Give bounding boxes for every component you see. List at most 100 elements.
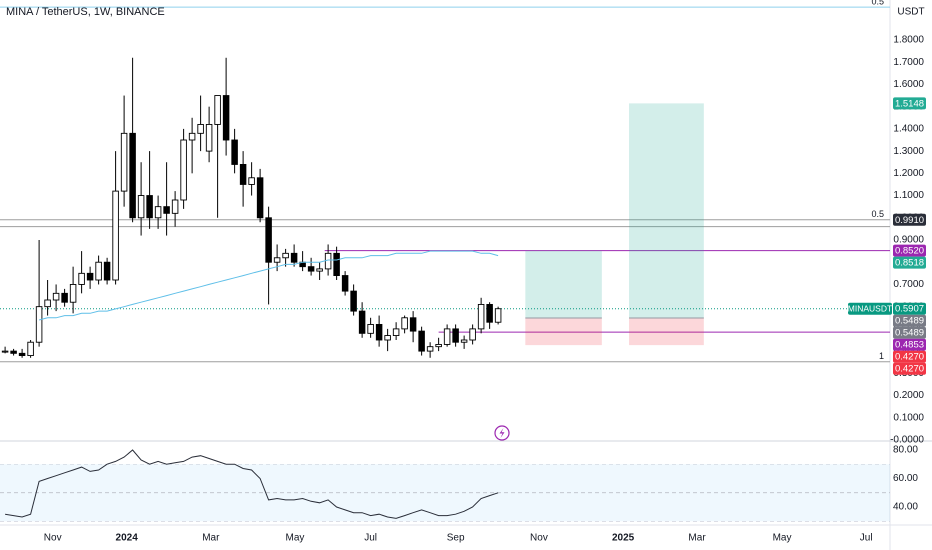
candle-body [35, 306, 43, 343]
candle-body [112, 190, 119, 281]
candle-body [239, 163, 247, 185]
price-tag-label: 0.8518 [895, 258, 924, 269]
candle-body [154, 206, 162, 219]
candle-body [188, 132, 196, 141]
candle-body [86, 272, 94, 281]
candle-body [282, 252, 289, 259]
candle-body [333, 252, 340, 277]
rsi-tick-label: 40.00 [893, 502, 918, 513]
price-tag-label: 0.4853 [895, 340, 924, 351]
rsi-tick-label: 80.00 [893, 445, 918, 456]
candle-body [486, 303, 493, 323]
loss-zone [525, 318, 602, 346]
candle-body [180, 139, 187, 201]
candle-body [95, 261, 102, 281]
candle-body [426, 346, 434, 352]
price-tick-label: 0.2000 [893, 390, 924, 401]
candle-body [435, 343, 442, 348]
candle-body [384, 335, 391, 341]
candle-body [1, 350, 9, 353]
candle-body [61, 292, 68, 303]
price-tag [893, 338, 926, 351]
candle-body [256, 177, 264, 219]
time-tick-label: Mar [202, 533, 220, 544]
price-tag-label: 0.9910 [895, 215, 924, 226]
price-tag [893, 97, 926, 110]
candle-body [324, 252, 332, 270]
price-tick-label: 0.7000 [893, 279, 924, 290]
price-tick-label: 1.6000 [893, 79, 924, 90]
price-tick-label: 1.3000 [893, 146, 924, 157]
price-tick-label: 1.2000 [893, 168, 924, 179]
time-tick-label: 2025 [612, 533, 635, 544]
time-tick-label: Jul [364, 533, 377, 544]
candle-body [469, 328, 476, 341]
candle-body [477, 303, 485, 330]
price-tick-label: 1.8000 [893, 35, 924, 46]
time-tick-label: May [286, 533, 305, 544]
symbol-tag-label: MINAUSDT [848, 303, 892, 313]
price-tick-label: 1.1000 [893, 190, 924, 201]
candle-body [197, 123, 204, 134]
level-label: 0.5 [871, 209, 884, 219]
candle-body [452, 328, 459, 343]
candle-body [10, 350, 17, 354]
price-tag [893, 350, 926, 363]
price-tag-label: 0.5489 [895, 328, 924, 339]
time-tick-label: Nov [530, 533, 548, 544]
price-tag [893, 244, 926, 257]
loss-zone [629, 318, 704, 346]
candle-body [418, 330, 425, 352]
candle-body [78, 272, 85, 285]
candle-body [367, 323, 374, 334]
level-label: 0.5 [871, 0, 884, 6]
candle-body [350, 290, 357, 312]
candle-body [205, 123, 213, 152]
price-tag-label: 0.5907 [895, 304, 924, 315]
time-tick-label: Nov [44, 533, 62, 544]
currency-label[interactable]: USDT [897, 7, 924, 18]
candle-body [273, 257, 281, 263]
candle-body [163, 206, 170, 214]
candle-body [146, 195, 153, 219]
level-label: 1 [879, 351, 884, 361]
candle-body [375, 323, 383, 341]
profit-zone [525, 250, 602, 319]
price-tag [893, 326, 926, 339]
candle-body [290, 252, 298, 263]
candle-body [460, 339, 468, 343]
candle-body [494, 308, 502, 323]
candle-body [222, 95, 230, 141]
price-tick-label: 1.4000 [893, 124, 924, 135]
moving-average [38, 250, 499, 321]
candle-body [409, 317, 417, 332]
candle-body [265, 217, 272, 263]
rsi-tick-label: 60.00 [893, 473, 918, 484]
candle-body [443, 328, 451, 345]
rsi-line [5, 449, 499, 519]
price-tag [893, 256, 926, 269]
candle-body [44, 299, 51, 308]
time-tick-label: May [773, 533, 792, 544]
candle-body [103, 261, 111, 281]
price-tick-label: 0.9000 [893, 235, 924, 246]
candle-body [392, 328, 400, 337]
alert-icon[interactable] [494, 425, 510, 441]
price-tick-label: -0.0000 [890, 435, 924, 446]
price-tag-label: 0.4270 [895, 364, 924, 375]
price-tick-label: 0.1000 [893, 412, 924, 423]
price-tag [893, 314, 926, 327]
candle-body [358, 310, 366, 334]
candle-body [171, 199, 179, 214]
candle-body [231, 139, 238, 165]
time-tick-label: Sep [447, 533, 465, 544]
candle-body [214, 95, 221, 125]
candle-body [401, 317, 408, 330]
candle-body [18, 352, 26, 357]
chart-title: MINA / TetherUS, 1W, BINANCE [6, 6, 165, 18]
candle-body [137, 195, 145, 219]
candle-body [316, 268, 323, 272]
